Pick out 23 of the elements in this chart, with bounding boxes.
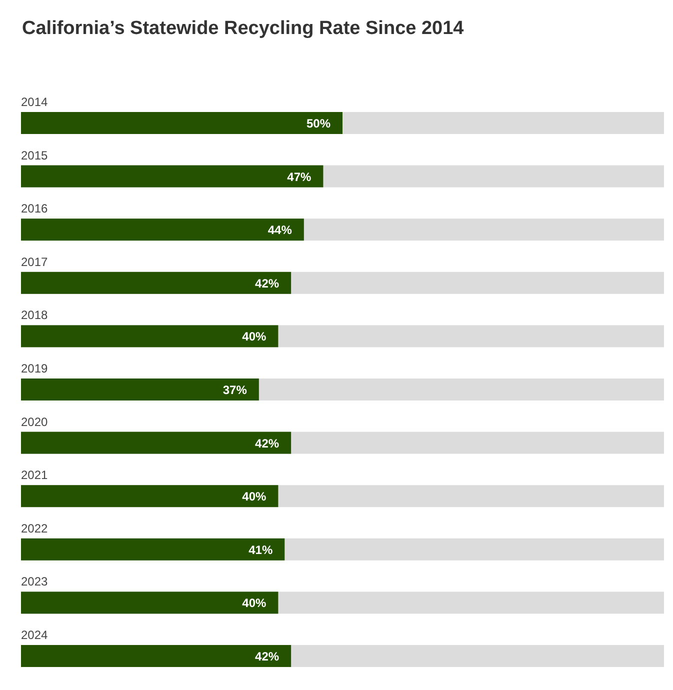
data-label: 47% (287, 170, 312, 184)
data-label: 42% (255, 276, 280, 290)
y-tick-label: 2020 (21, 414, 48, 429)
y-tick-label: 2016 (21, 202, 48, 216)
y-tick-label: 2023 (21, 574, 48, 589)
y-tick-label: 2015 (21, 148, 48, 162)
data-label: 40% (242, 330, 267, 344)
y-tick-label: 2019 (21, 362, 48, 376)
y-tick-label: 2014 (21, 95, 48, 109)
data-label: 42% (255, 650, 280, 664)
data-label: 42% (255, 436, 280, 450)
data-label: 40% (242, 596, 267, 610)
data-label: 50% (306, 116, 331, 130)
y-tick-label: 2018 (21, 308, 48, 322)
data-label: 37% (222, 383, 248, 397)
y-tick-label: 2021 (21, 468, 48, 482)
data-label: 44% (268, 223, 292, 238)
y-tick-label: 2017 (21, 254, 48, 269)
y-tick-label: 2024 (21, 628, 48, 642)
y-tick-label: 2022 (21, 521, 48, 536)
chart-title: California’s Statewide Recycling Rate Since 2014 (22, 18, 464, 39)
data-label: 40% (242, 490, 267, 504)
data-label: 41% (248, 542, 273, 557)
